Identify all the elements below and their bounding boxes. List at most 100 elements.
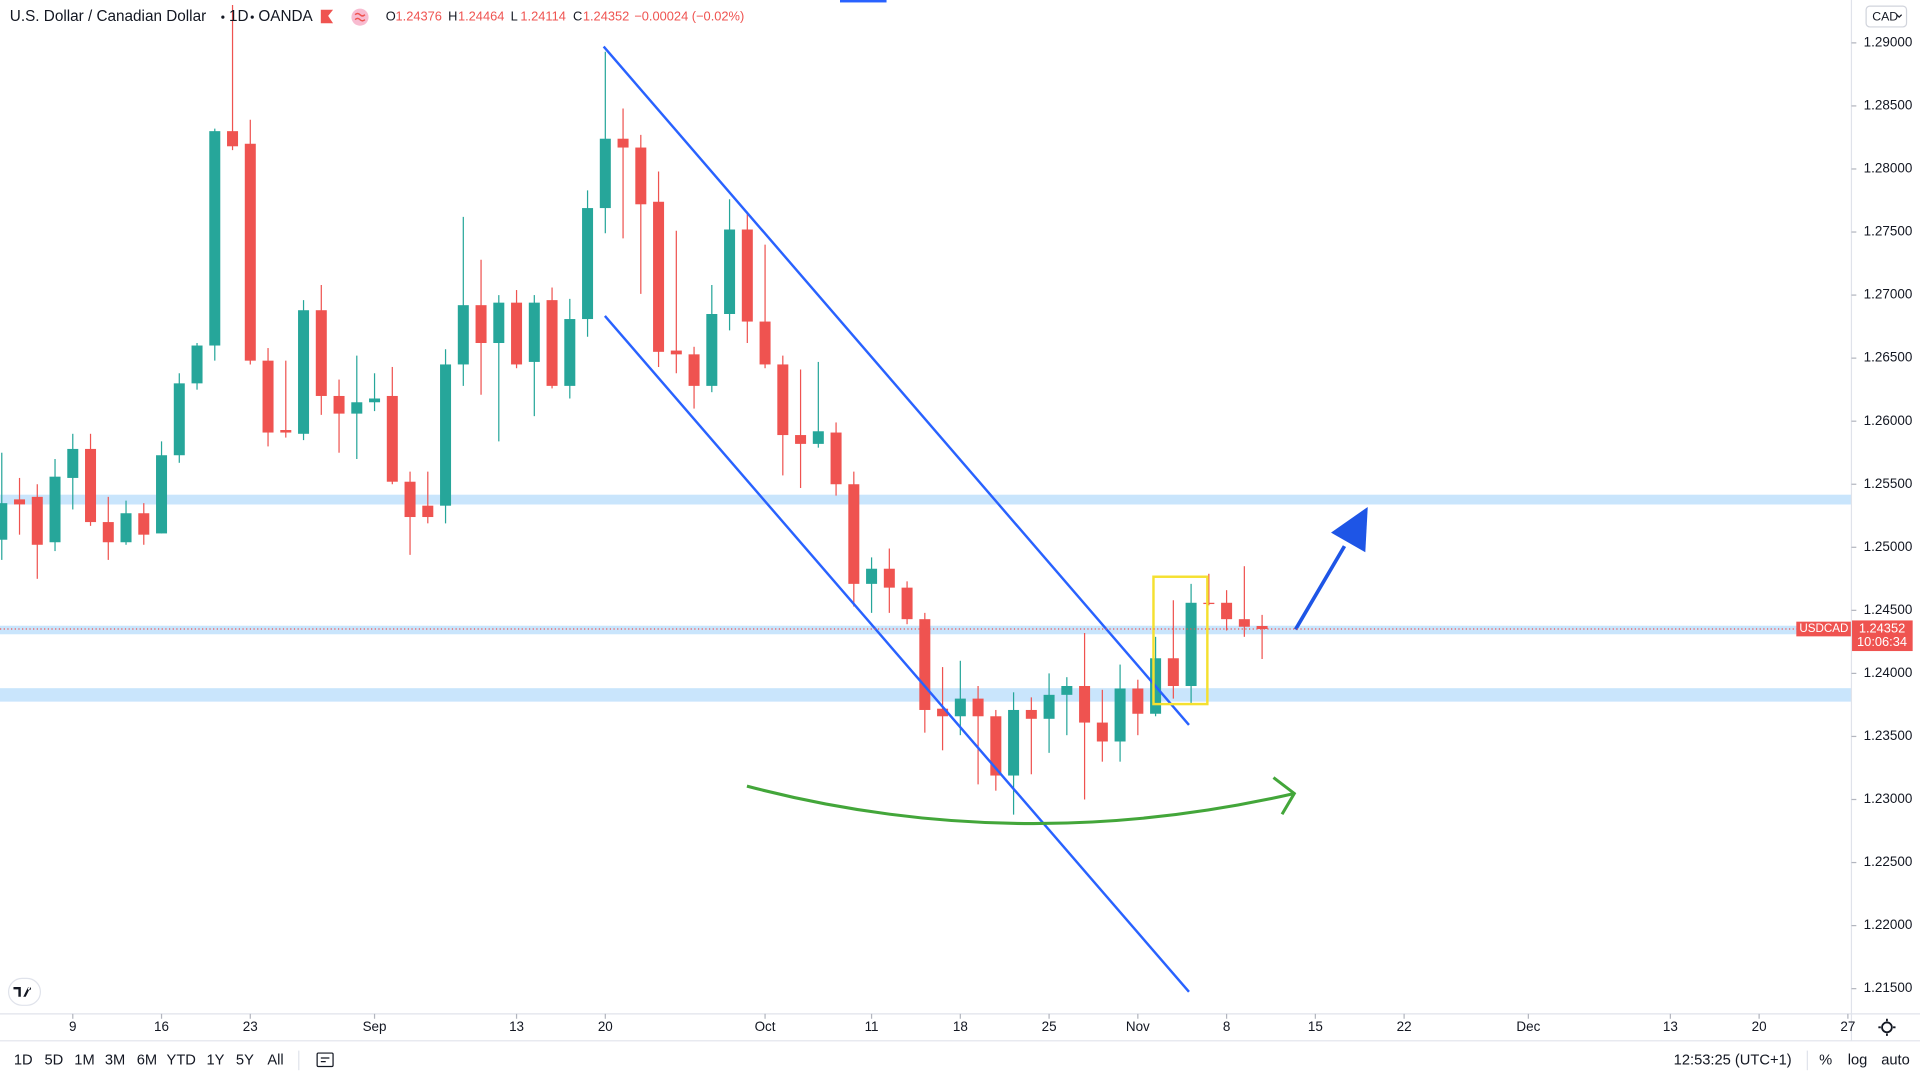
logo[interactable] (7, 977, 42, 1006)
candle-body (812, 431, 824, 444)
highlight-box (1152, 575, 1209, 706)
candle-body (120, 513, 132, 543)
candle-body (599, 138, 611, 209)
y-tick-label: 1.24000 (1864, 665, 1913, 680)
y-tick-label: 1.22500 (1864, 854, 1913, 869)
candle-body (759, 321, 771, 365)
candle-body (830, 432, 842, 485)
ohlc-label: O (386, 9, 396, 24)
candle-body (386, 395, 398, 482)
candle-body (511, 302, 523, 365)
candle-body (14, 499, 26, 505)
x-tick-label: 20 (1752, 1019, 1767, 1034)
candle-body (1203, 602, 1215, 605)
candle-body (919, 619, 931, 710)
candle-body (688, 354, 700, 386)
flag-icon[interactable] (320, 9, 334, 24)
y-tick-label: 1.28500 (1864, 97, 1913, 112)
x-tick-label: 18 (953, 1019, 968, 1034)
candle-body (85, 448, 97, 523)
candle-body (262, 360, 274, 433)
separator (250, 15, 254, 19)
compare-icon-glyph (354, 12, 366, 22)
toolbar: 1D 5D 1M 3M 6M YTD 1Y 5Y All 12:53:25 (UTC+1)% log… (14, 1052, 1910, 1068)
candle-body (848, 484, 860, 584)
axis-option[interactable]: % (1819, 1052, 1832, 1068)
candle-body (990, 716, 1002, 776)
candle-body (528, 302, 540, 362)
resistance-zone (0, 494, 1852, 505)
up-arrow-shaft (1293, 545, 1347, 631)
interval: 1D (229, 8, 249, 25)
ohlc-value: 1.24376 (396, 9, 442, 24)
candle-body (582, 208, 594, 320)
candle-body (280, 430, 292, 433)
range-button[interactable]: 5D (44, 1052, 63, 1068)
y-tick-label: 1.24500 (1864, 602, 1913, 617)
candle-body (369, 398, 381, 403)
candle-body (1238, 619, 1250, 627)
range-button[interactable]: 1Y (207, 1052, 225, 1068)
axis-option[interactable]: log (1848, 1052, 1868, 1068)
range-button[interactable]: 5Y (236, 1052, 254, 1068)
x-tick-label: 22 (1397, 1019, 1412, 1034)
ohlc-label: L (511, 9, 518, 24)
candle-body (1167, 658, 1179, 687)
price-tag (1851, 620, 1913, 652)
range-button[interactable]: 3M (105, 1052, 125, 1068)
candle-body (795, 435, 807, 444)
candle-body (1221, 602, 1233, 620)
candle-body (1061, 686, 1073, 695)
settings-icon[interactable] (1881, 1021, 1893, 1034)
y-tick-label: 1.26500 (1864, 350, 1913, 365)
candle-body (1043, 694, 1055, 719)
currency-button[interactable] (1865, 5, 1908, 28)
candle-body (653, 201, 665, 352)
candle-body (937, 708, 949, 717)
candles (0, 5, 1268, 815)
change: −0.00024 (−0.02%) (634, 9, 744, 24)
ohlc-value: 1.24352 (583, 9, 629, 24)
compare-icon[interactable] (351, 8, 369, 26)
date-range-icon[interactable] (316, 1052, 334, 1068)
candle-body (457, 305, 469, 365)
ohlc-label: C (573, 9, 582, 24)
x-tick-label: 16 (154, 1019, 169, 1034)
x-tick-label: Nov (1126, 1019, 1150, 1034)
symbol-name: U.S. Dollar / Canadian Dollar (10, 8, 206, 25)
candle-body (475, 305, 487, 344)
channel-lower-line (603, 315, 1190, 993)
range-button[interactable]: All (267, 1052, 283, 1068)
candle-body (1096, 722, 1108, 742)
candle-body (741, 229, 753, 322)
axis-option[interactable]: auto (1881, 1052, 1910, 1068)
candle-body (209, 131, 221, 346)
x-tick-label: 11 (865, 1019, 879, 1034)
range-button[interactable]: YTD (167, 1052, 196, 1068)
x-tick-label: Oct (755, 1019, 776, 1034)
date-range-icon-lines (320, 1057, 330, 1063)
candle-body (617, 138, 629, 148)
x-tick-label: 27 (1840, 1019, 1855, 1034)
currency: CAD (1872, 9, 1898, 23)
range-button[interactable]: 1D (14, 1052, 33, 1068)
candle-body (954, 698, 966, 717)
candle-body (546, 300, 558, 386)
symbol-tag (1796, 621, 1852, 637)
settings-icon-teeth (1878, 1018, 1896, 1036)
candle-body (227, 131, 239, 147)
curve-arrow-head (1272, 776, 1297, 816)
candle-body (422, 505, 434, 518)
candle-body (1114, 688, 1126, 742)
range-button[interactable]: 1M (74, 1052, 94, 1068)
range-button[interactable]: 6M (137, 1052, 157, 1068)
x-tick-label: 23 (243, 1019, 258, 1034)
ohlc-value: 1.24464 (458, 9, 504, 24)
y-tick-label: 1.27000 (1864, 287, 1913, 302)
rounding-curve (746, 784, 1295, 826)
x-tick-label: 20 (598, 1019, 613, 1034)
y-tick-label: 1.26000 (1864, 413, 1913, 428)
candle-body (706, 313, 718, 386)
candle-body (298, 310, 310, 434)
